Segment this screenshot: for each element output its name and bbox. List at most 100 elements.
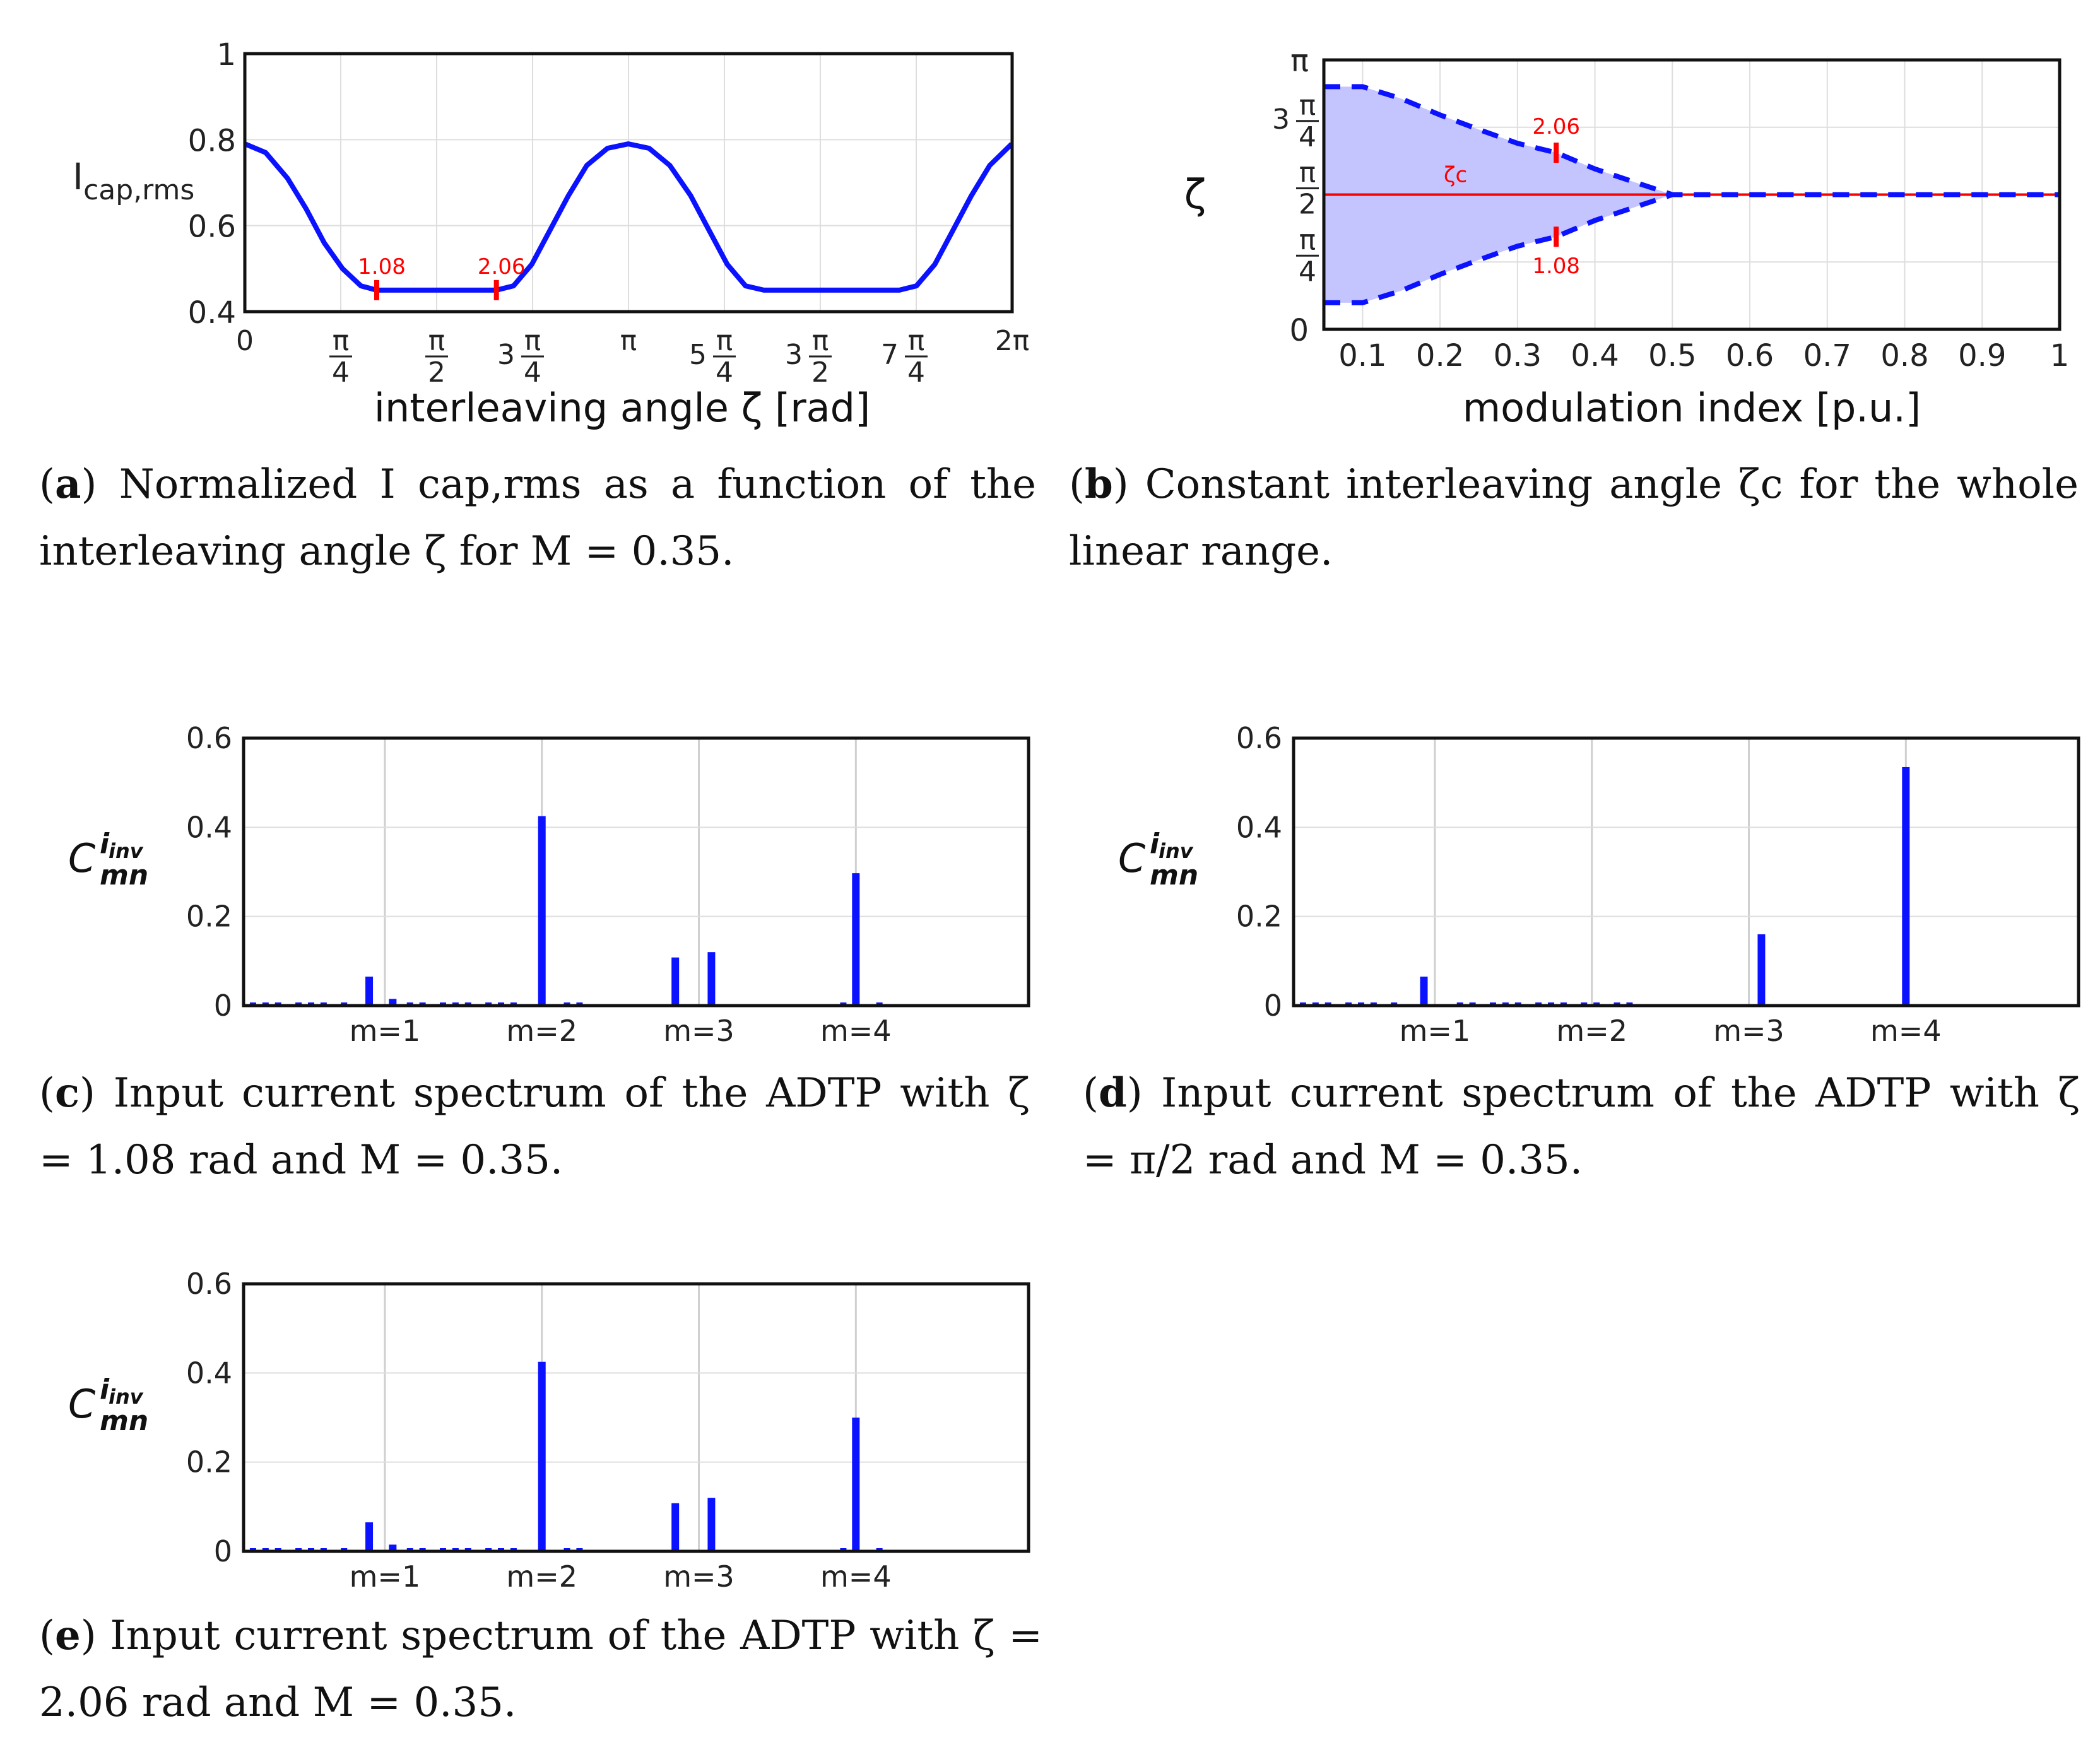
b-lower-bound <box>1324 192 2060 305</box>
c-ytick-label-2: 0.4 <box>186 810 232 844</box>
c-bar-2 <box>538 816 546 1006</box>
b-xtick-label-5: 0.6 <box>1726 338 1774 373</box>
a-xtick-label-5-coef: 5 <box>689 339 707 371</box>
c-bar-5 <box>852 873 860 1006</box>
b-upper-bound <box>1324 84 2060 197</box>
d-ytick-label-0: 0 <box>1264 989 1282 1023</box>
e-xtick-label-2: m=3 <box>663 1560 734 1594</box>
a-plot-frame <box>243 52 1014 314</box>
b-ytick-label-3: 3 π4 <box>1272 90 1319 153</box>
c-ytick-label-1: 0.2 <box>186 900 232 934</box>
a-ytick-label-1: 0.6 <box>188 209 236 245</box>
d-ytick-label-2: 0.4 <box>1236 810 1282 844</box>
e-ylabel-main: C <box>68 1381 96 1427</box>
a-marker-label-1: 2.06 <box>478 254 526 279</box>
b-ytick-label-4: π <box>1290 44 1309 79</box>
d-bar-1 <box>1757 934 1766 1006</box>
b-ytick-label-1-num: π <box>1299 224 1316 256</box>
b-ytick-label-2-den: 2 <box>1299 189 1316 221</box>
e-bar-4 <box>707 1498 716 1551</box>
e-ytick-label-1: 0.2 <box>186 1445 232 1479</box>
a-xtick-label-1-num: π <box>333 325 350 357</box>
b-plot-frame <box>1322 58 2062 331</box>
chart-b: 0.1 0.2 0.3 0.4 0.5 0.6 0.7 0.8 0.9 1 ζc 2.06 1.08 0 π… <box>1184 44 2070 431</box>
c-xtick-label-3: m=4 <box>820 1014 892 1048</box>
caption-a: (a) Normalized I cap,rms as a function o… <box>39 461 1036 575</box>
c-xtick-label-0: m=1 <box>350 1014 421 1048</box>
a-xtick-label-6-den: 2 <box>811 356 829 389</box>
a-xtick-label-3-coef: 3 <box>497 339 515 371</box>
d-ytick-label-1: 0.2 <box>1236 900 1282 934</box>
caption-e: (e) Input current spectrum of the ADTP w… <box>39 1612 1042 1726</box>
d-bar-0 <box>1420 977 1428 1006</box>
d-xtick-label-0: m=1 <box>1400 1014 1471 1048</box>
e-bar-1 <box>389 1544 397 1551</box>
b-feasible-region <box>1324 86 2060 303</box>
a-xtick-label-4: π <box>620 325 637 357</box>
a-ylabel: Icap,rms <box>73 155 194 206</box>
d-plot-frame <box>1292 736 2080 1008</box>
a-xtick-label-0: 0 <box>236 325 254 357</box>
b-ytick-label-3-coef: 3 <box>1272 103 1290 136</box>
d-ylabel-main: C <box>1118 835 1146 881</box>
a-xtick-label-8: 2π <box>995 325 1029 357</box>
e-ytick-label-3: 0.6 <box>186 1267 232 1301</box>
a-ytick-label-2: 0.8 <box>188 123 236 158</box>
b-xtick-label-2: 0.3 <box>1494 338 1542 373</box>
c-bar-3 <box>671 957 680 1006</box>
a-xtick-label-7-den: 4 <box>907 356 925 389</box>
c-bar-0 <box>365 977 374 1006</box>
c-bar-4 <box>707 952 716 1006</box>
b-ytick-label-0: 0 <box>1289 313 1309 348</box>
a-xtick-label-2-num: π <box>428 325 445 357</box>
c-ylabel-sub: mn <box>100 859 148 891</box>
a-xtick-label-3-den: 4 <box>524 356 541 389</box>
d-xtick-label-1: m=2 <box>1556 1014 1627 1048</box>
a-xtick-label-3: 3 π4 <box>497 325 544 389</box>
b-ytick-label-3-den: 4 <box>1299 121 1316 153</box>
c-xtick-label-2: m=3 <box>663 1014 734 1048</box>
c-ylabel-supsub: inv <box>109 839 144 863</box>
b-constant-line-label: ζc <box>1444 163 1467 188</box>
b-xtick-label-9: 1 <box>2050 338 2070 373</box>
a-xtick-label-1: π4 <box>329 325 352 389</box>
a-xtick-label-2: π2 <box>425 325 448 389</box>
caption-b: (b) Constant interleaving angle ζc for t… <box>1069 461 2079 575</box>
b-ytick-label-3-num: π <box>1299 90 1316 122</box>
a-ytick-label-3: 1 <box>216 37 236 73</box>
e-bar-5 <box>852 1418 860 1551</box>
a-xtick-label-5: 5 π4 <box>689 325 736 389</box>
a-xlabel: interleaving angle ζ [rad] <box>374 385 870 431</box>
c-ytick-label-0: 0 <box>214 989 232 1023</box>
b-marker-label-0: 2.06 <box>1532 114 1580 139</box>
a-ytick-label-0: 0.4 <box>188 295 236 331</box>
caption-d: (d) Input current spectrum of the ADTP w… <box>1083 1069 2080 1184</box>
e-bar-3 <box>671 1503 680 1551</box>
e-xtick-label-3: m=4 <box>820 1560 892 1594</box>
d-ylabel-sub: mn <box>1150 859 1198 891</box>
a-xtick-label-6-num: π <box>812 325 829 357</box>
a-xtick-label-7-num: π <box>908 325 925 357</box>
d-ylabel-sup: i <box>1150 828 1160 860</box>
a-series-line <box>244 141 1014 293</box>
d-ylabel-supsub: inv <box>1159 839 1194 863</box>
b-xtick-label-7: 0.8 <box>1880 338 1928 373</box>
b-xtick-label-1: 0.2 <box>1416 338 1464 373</box>
caption-c: (c) Input current spectrum of the ADTP w… <box>39 1069 1030 1184</box>
e-plot-frame <box>242 1282 1030 1553</box>
b-ytick-label-2: π2 <box>1296 157 1319 221</box>
b-xtick-label-8: 0.9 <box>1958 338 2006 373</box>
a-xtick-label-7-coef: 7 <box>881 339 899 371</box>
c-xtick-label-1: m=2 <box>506 1014 577 1048</box>
a-xtick-label-1-den: 4 <box>332 356 350 389</box>
e-ylabel-sup: i <box>100 1373 110 1406</box>
c-plot-frame <box>242 736 1030 1008</box>
b-xtick-label-4: 0.5 <box>1648 338 1696 373</box>
a-xtick-label-6-coef: 3 <box>785 339 803 371</box>
d-bar-2 <box>1902 767 1910 1006</box>
